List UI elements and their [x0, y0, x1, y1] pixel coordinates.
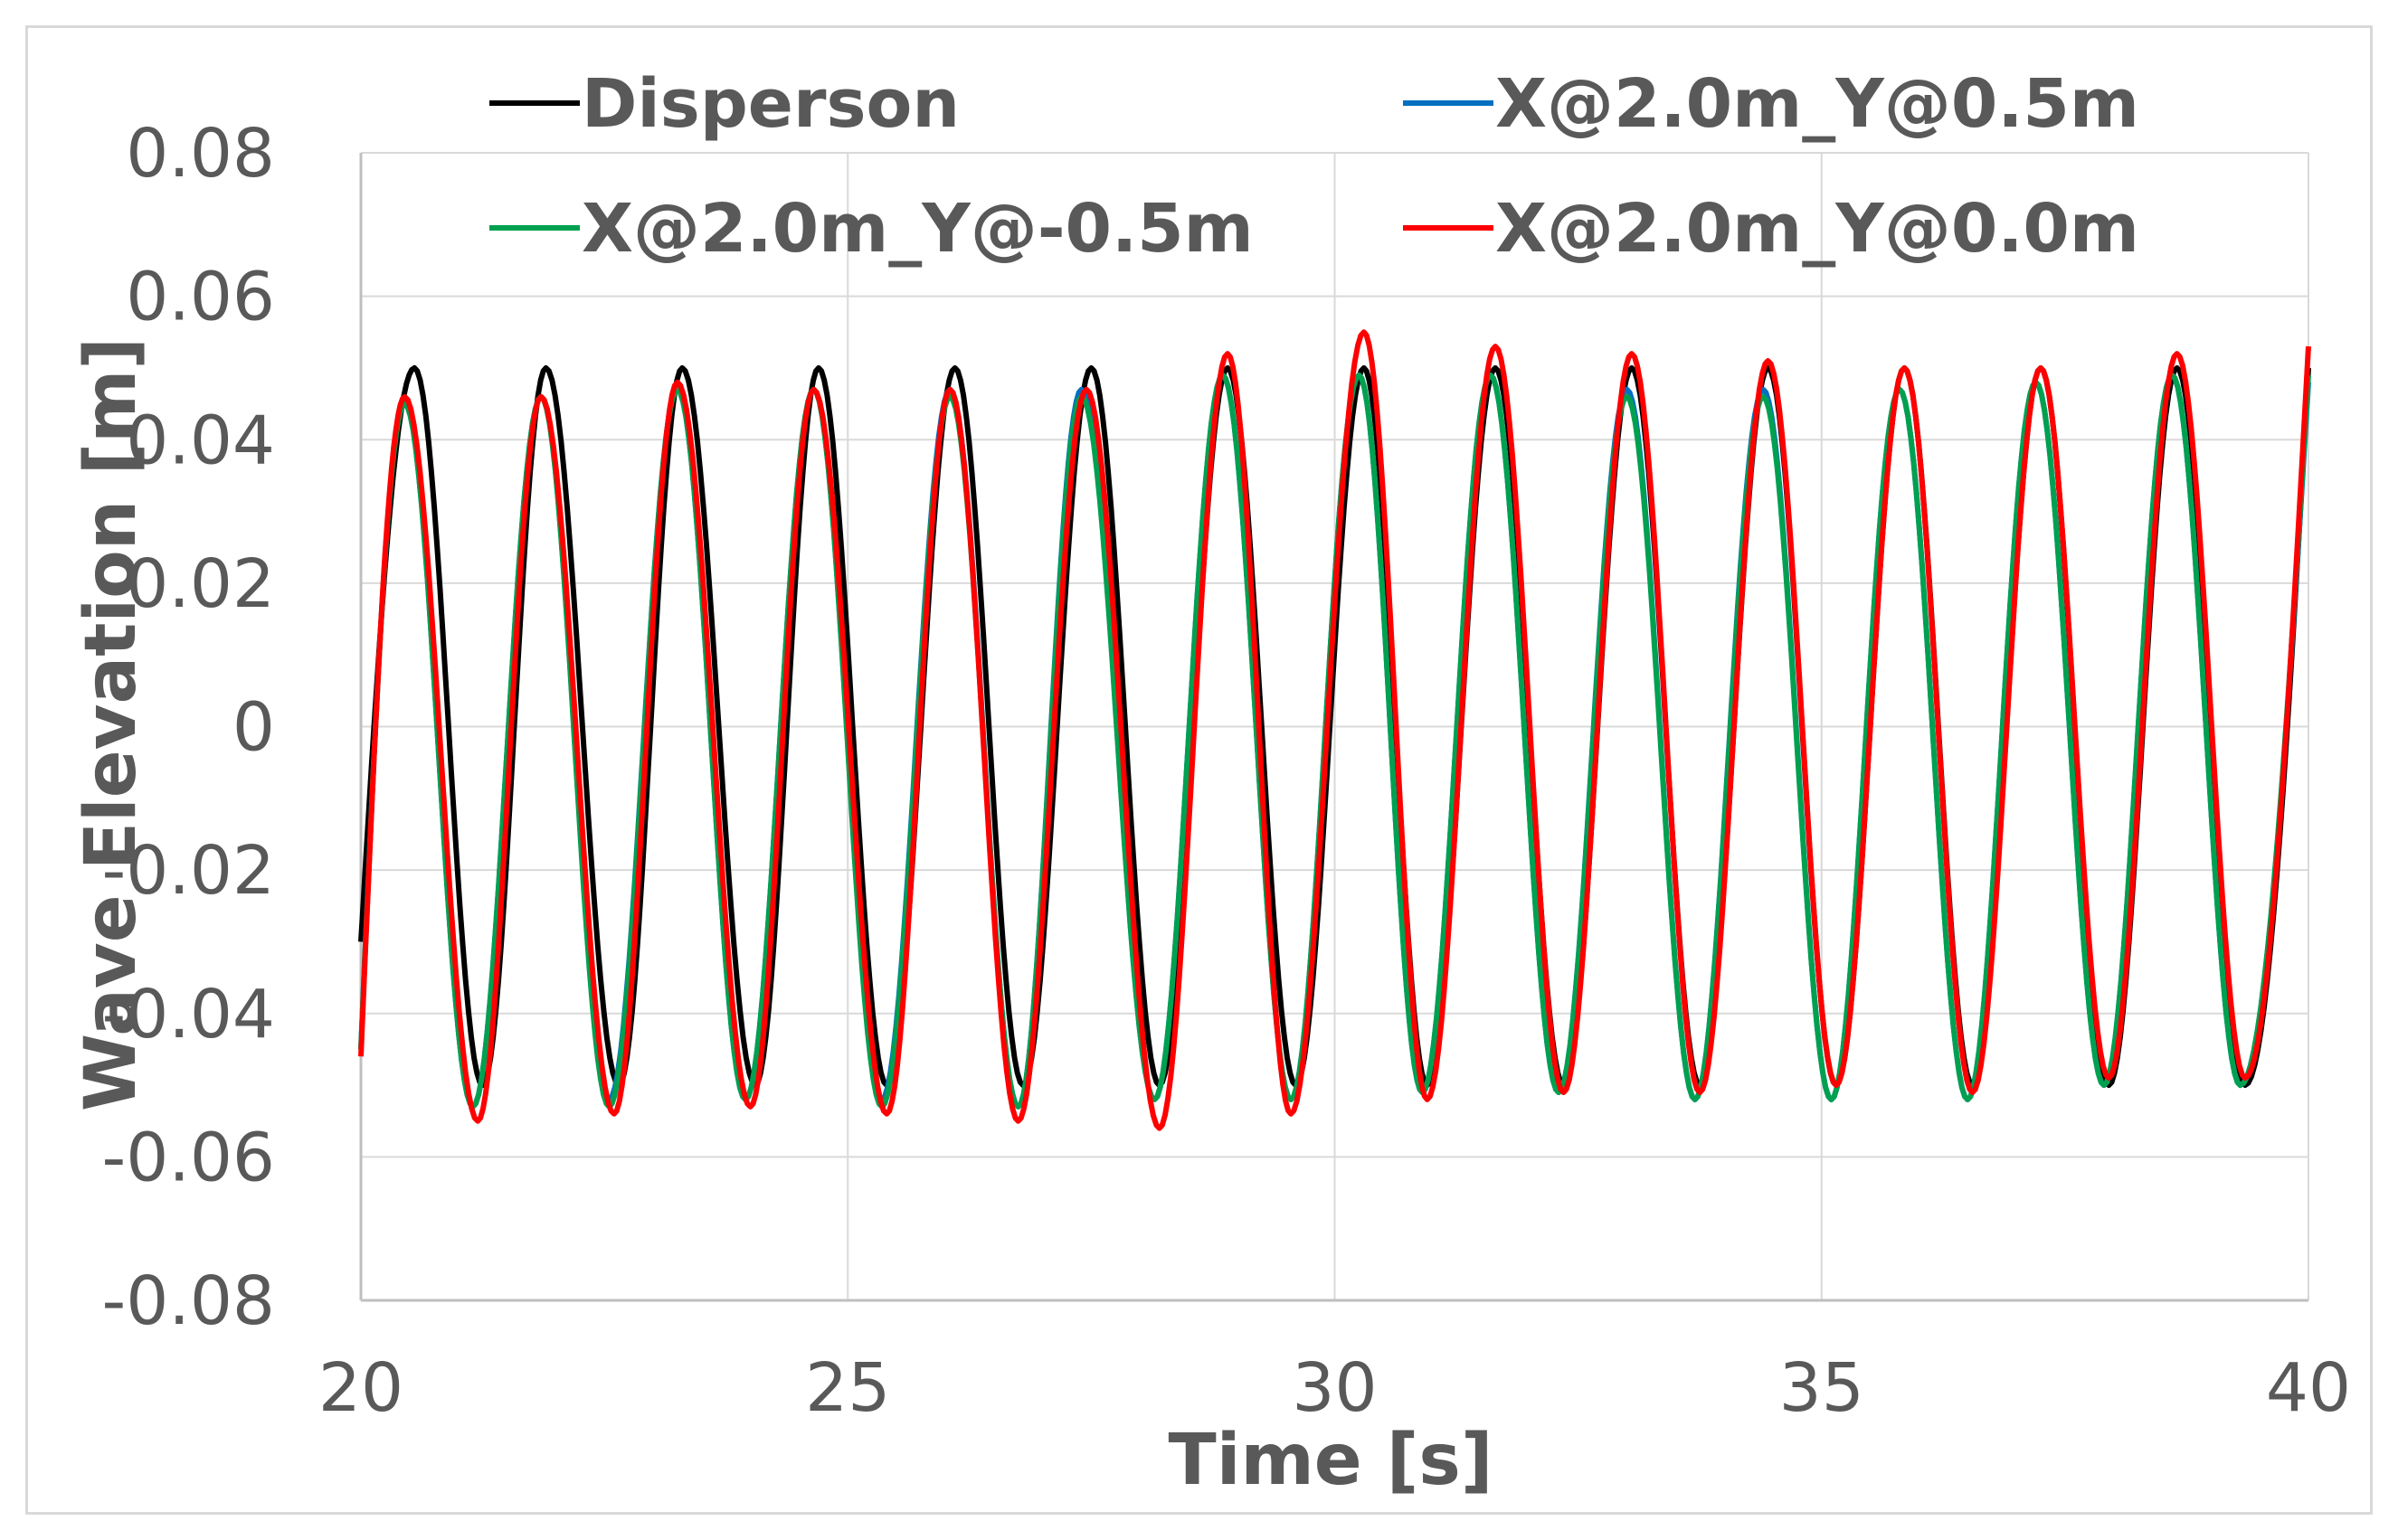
axis-layer [359, 153, 2308, 1302]
x-tick-label: 20 [318, 1349, 403, 1427]
y-tick-label: 0.02 [126, 545, 275, 623]
series-layer [358, 329, 2311, 1131]
legend-label-4: X@2.0m_Y@0.0m [1495, 190, 2139, 268]
tick-layer: -0.08 -0.06 -0.04 -0.02 0 0.02 0.04 0.06 0.08 20 2… [102, 115, 2352, 1427]
legend-layer: Disperson X@2.0m_Y@0.5m X@2.0m_Y@-0.5m X@2.… [489, 65, 2139, 268]
y-tick-label: 0.08 [126, 115, 275, 193]
x-axis-title: Time [s] [1169, 1420, 1493, 1501]
y-tick-label: -0.02 [102, 832, 275, 910]
x-tick-label: 40 [2266, 1349, 2351, 1427]
y-tick-label: -0.04 [102, 976, 275, 1053]
y-tick-label: -0.08 [102, 1262, 275, 1340]
y-tick-label: 0 [232, 689, 275, 767]
y-tick-label: 0.04 [126, 402, 275, 479]
legend-label-1: Disperson [582, 65, 960, 143]
y-axis-title: Wave Elevation [m] [71, 337, 152, 1111]
x-tick-label: 25 [805, 1349, 890, 1427]
chart-frame: -0.08 -0.06 -0.04 -0.02 0 0.02 0.04 0.06 0.08 20 2… [25, 25, 2373, 1515]
y-tick-label: -0.06 [102, 1119, 275, 1196]
series-line-4 [358, 329, 2311, 1131]
legend-label-2: X@2.0m_Y@0.5m [1495, 65, 2139, 143]
y-tick-label: 0.06 [126, 259, 275, 336]
x-tick-label: 30 [1292, 1349, 1377, 1427]
x-tick-label: 35 [1779, 1349, 1864, 1427]
legend-label-3: X@2.0m_Y@-0.5m [582, 190, 1254, 268]
chart-svg: -0.08 -0.06 -0.04 -0.02 0 0.02 0.04 0.06 0.08 20 2… [71, 65, 2352, 1501]
